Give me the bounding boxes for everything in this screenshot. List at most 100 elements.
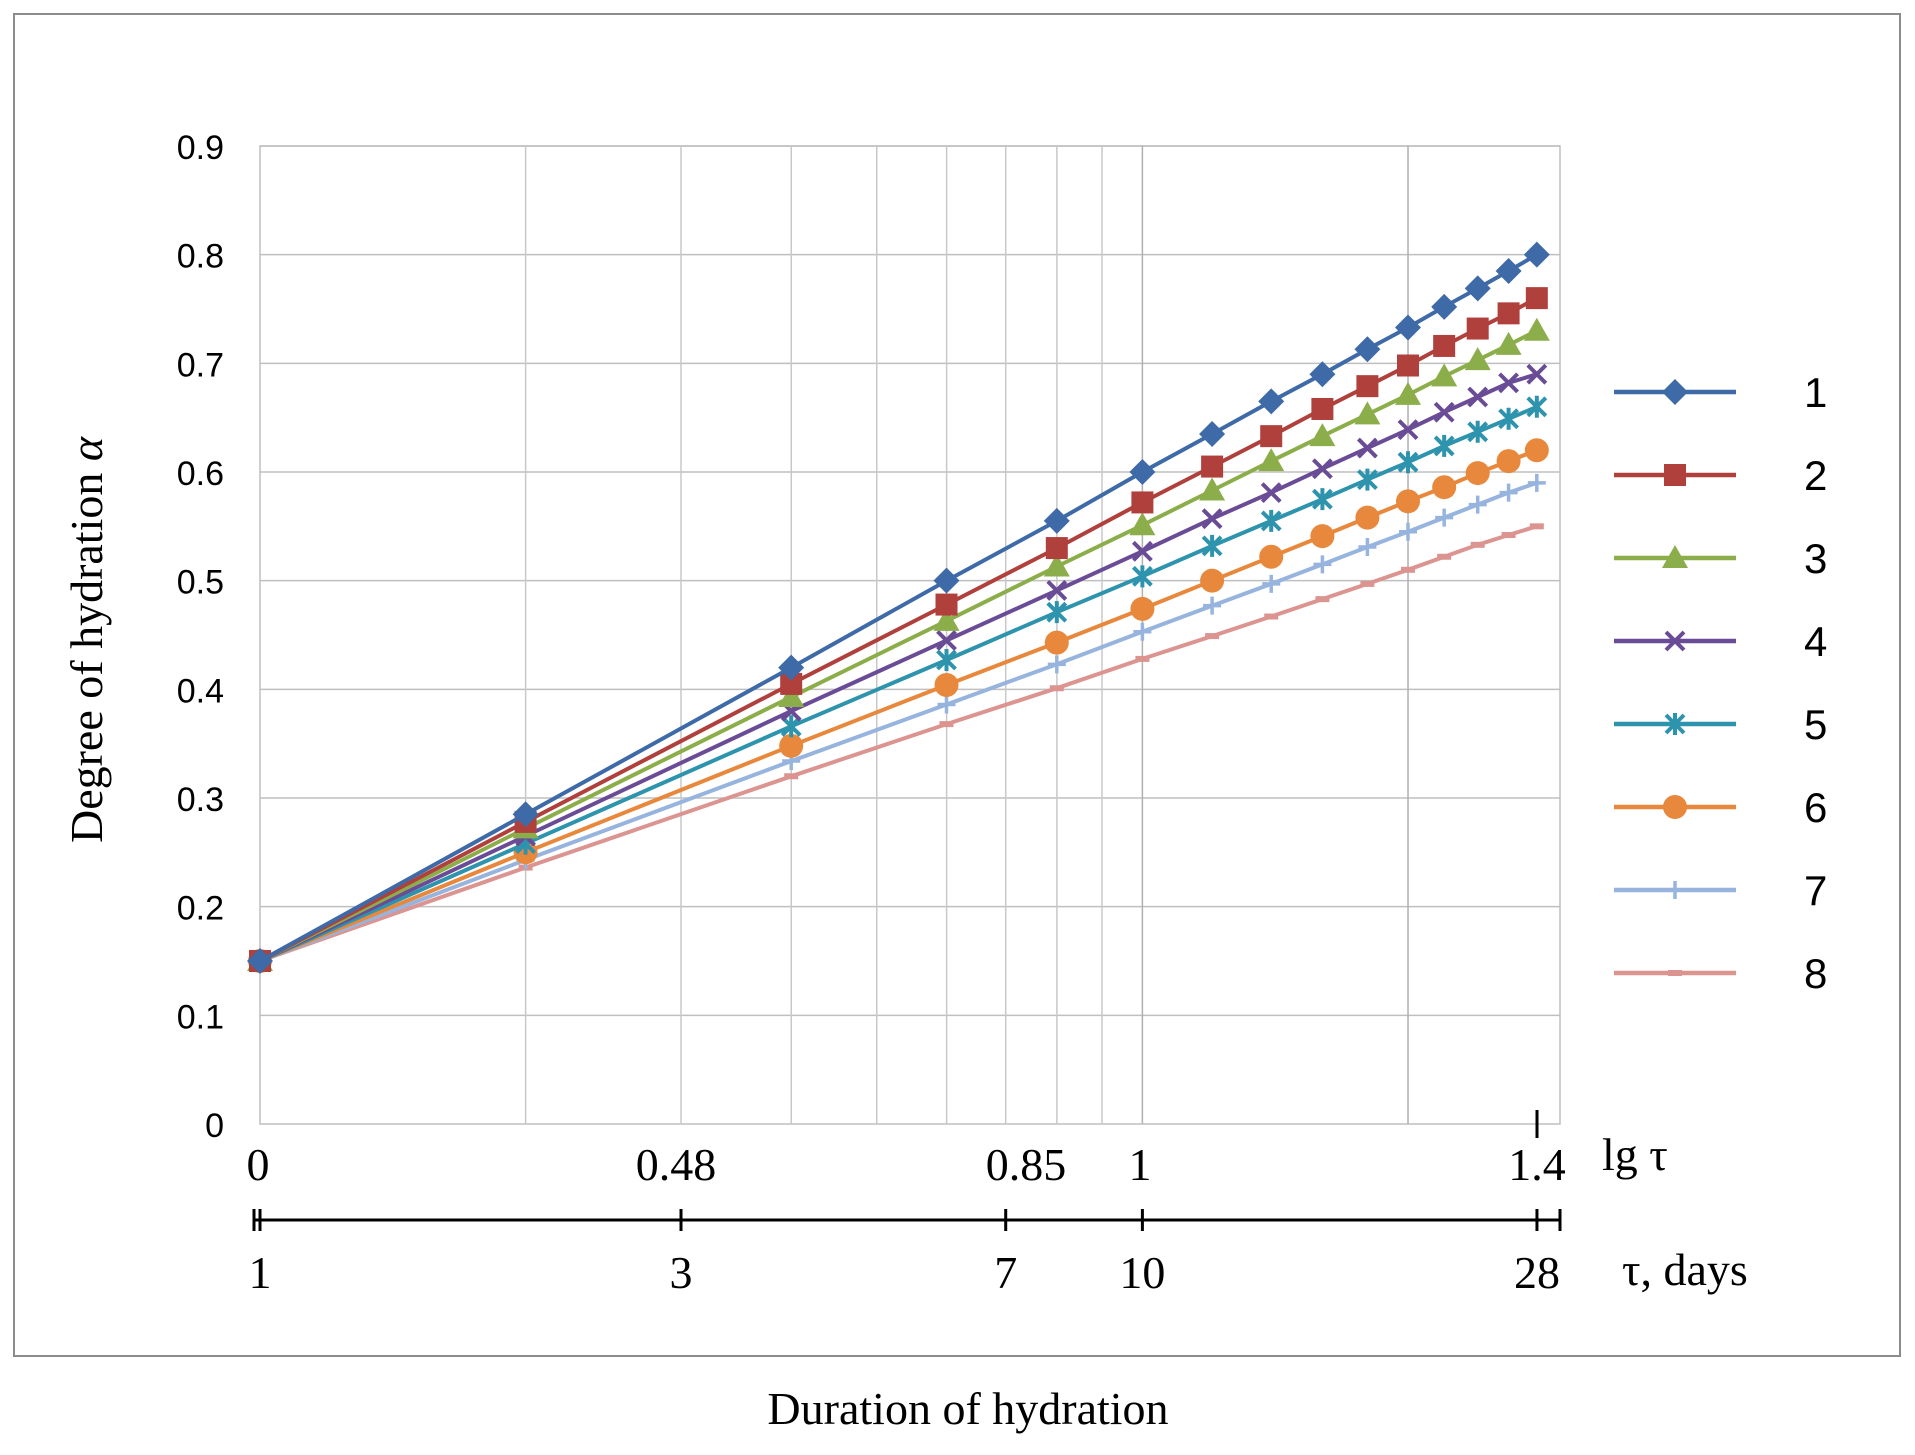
data-point (1495, 257, 1522, 284)
legend-marker (1663, 795, 1687, 819)
series-1 (247, 241, 1550, 974)
data-point (1356, 468, 1378, 491)
data-point (1467, 420, 1489, 443)
y-tick-label: 0 (205, 1107, 224, 1145)
legend-label: 4 (1804, 618, 1827, 665)
data-point (1260, 482, 1282, 504)
legend-item-6: 6 (1614, 784, 1827, 831)
data-point (936, 630, 957, 651)
data-point (1394, 381, 1421, 405)
data-point (1200, 568, 1225, 593)
days-tick-label: 10 (1119, 1247, 1165, 1298)
data-point (1431, 363, 1458, 387)
data-point (1397, 419, 1419, 441)
y-axis-label: Degree of hydration α (61, 436, 112, 843)
data-point (1433, 401, 1455, 423)
data-point (1356, 375, 1379, 398)
data-point (1309, 423, 1336, 447)
y-tick-label: 0.1 (177, 998, 224, 1036)
data-point (247, 948, 273, 974)
data-point (935, 593, 958, 616)
y-axis-label-symbol: α (61, 436, 112, 461)
data-point (1199, 477, 1226, 501)
data-point (1047, 655, 1066, 674)
y-tick-label: 0.8 (177, 238, 224, 276)
data-point (1355, 505, 1380, 530)
data-point (512, 801, 539, 828)
days-tick-label: 1 (249, 1247, 272, 1298)
legend-label: 6 (1804, 784, 1827, 831)
data-point (1396, 354, 1419, 377)
data-point (1523, 317, 1550, 341)
data-point (1046, 580, 1068, 601)
data-point (1260, 425, 1283, 448)
data-point (1135, 655, 1150, 662)
data-point (1468, 495, 1487, 514)
legend-item-5: 5 (1614, 701, 1827, 748)
data-point (1464, 347, 1491, 371)
data-point (1523, 241, 1550, 268)
data-point (1131, 491, 1154, 514)
y-tick-label: 0.2 (177, 890, 224, 928)
data-point (1397, 451, 1419, 474)
data-point (1199, 420, 1226, 447)
legend-label: 8 (1804, 950, 1827, 997)
data-point (779, 733, 804, 758)
days-tick-label: 3 (670, 1247, 693, 1298)
legend-label: 5 (1804, 701, 1827, 748)
data-point (1526, 395, 1548, 418)
data-point (1260, 509, 1282, 532)
data-point (934, 672, 959, 697)
data-point (1467, 386, 1489, 408)
data-point (1309, 361, 1336, 388)
data-point (1131, 565, 1153, 588)
data-point (939, 721, 954, 728)
data-point (780, 715, 802, 738)
data-point (1203, 596, 1222, 615)
lg-tick-label: 1 (1129, 1139, 1152, 1190)
data-point (1311, 488, 1333, 511)
x-axis-label: Duration of hydration (767, 1383, 1168, 1434)
data-point (1525, 287, 1548, 310)
data-point (1435, 508, 1454, 527)
days-tick-label: 28 (1514, 1247, 1560, 1298)
y-tick-label: 0.6 (177, 455, 224, 493)
data-point (1437, 553, 1452, 560)
data-point (1358, 537, 1377, 556)
lg-axis-label: lg τ (1602, 1129, 1668, 1180)
data-point (778, 683, 805, 707)
data-point (1313, 555, 1332, 574)
data-point (1258, 448, 1285, 472)
plot-area (259, 145, 1561, 1125)
y-tick-label: 0.4 (177, 672, 224, 710)
series-5 (249, 395, 1548, 972)
data-point (1526, 363, 1548, 385)
legend-label: 3 (1804, 535, 1827, 582)
data-point (1044, 630, 1069, 655)
lg-tick-label: 0.48 (636, 1139, 717, 1190)
data-point (1201, 508, 1223, 530)
data-point (1501, 532, 1516, 539)
data-point (1205, 633, 1220, 640)
data-point (1311, 397, 1334, 420)
data-point (933, 567, 960, 594)
data-point (1133, 622, 1152, 641)
data-point (1356, 437, 1378, 459)
data-point (1045, 537, 1068, 560)
data-point (1259, 544, 1284, 569)
y-tick-label: 0.9 (177, 129, 224, 167)
data-point (1524, 438, 1549, 463)
legend-item-8: 8 (1614, 950, 1827, 997)
data-point (1499, 483, 1518, 502)
legend-marker (1664, 713, 1686, 735)
series-layer (247, 241, 1550, 974)
legend-marker (1666, 881, 1684, 899)
data-point (1498, 407, 1520, 430)
legend-marker (1664, 630, 1686, 652)
legend-item-7: 7 (1614, 867, 1827, 914)
data-point (937, 695, 956, 714)
data-point (1529, 523, 1544, 530)
y-tick-label: 0.7 (177, 346, 224, 384)
data-point (1400, 566, 1415, 573)
